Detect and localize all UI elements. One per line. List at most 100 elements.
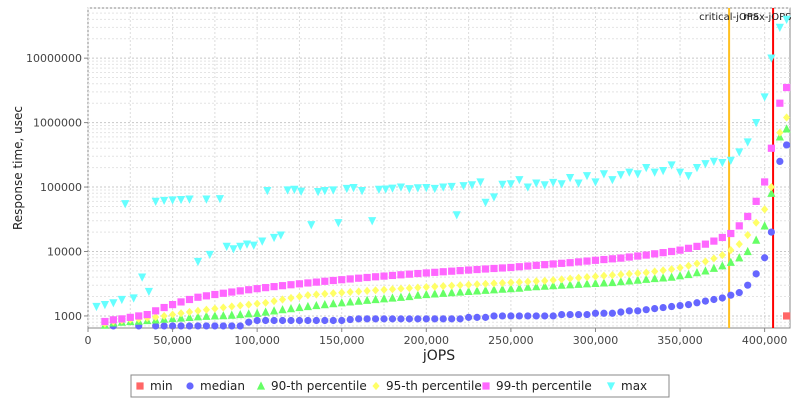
data-point: [211, 290, 219, 299]
data-point: [312, 300, 321, 310]
data-point: [295, 302, 304, 312]
data-point: [651, 250, 659, 258]
data-point: [498, 278, 507, 288]
data-point: [374, 185, 384, 194]
data-point: [346, 315, 354, 324]
data-point: [388, 271, 397, 280]
data-point: [447, 288, 456, 297]
data-point: [524, 312, 532, 320]
data-point: [684, 244, 693, 252]
x-axis-ticks: 0 50,000 100,000 150,000 200,000 250,000 300,0…: [85, 328, 787, 347]
data-point: [202, 322, 211, 330]
y-axis-title: Response time, usec: [11, 106, 25, 230]
x-tick-label: 100,000: [234, 334, 280, 347]
data-point: [472, 286, 482, 295]
data-point: [701, 257, 710, 266]
data-point: [591, 272, 600, 281]
data-point: [219, 303, 227, 312]
data-point: [651, 304, 659, 313]
data-point: [481, 198, 490, 207]
data-point: [448, 315, 456, 323]
data-point: [489, 285, 499, 294]
data-point: [582, 172, 592, 181]
data-point: [368, 217, 377, 226]
data-point: [414, 315, 422, 323]
series-99-th-percentile: [101, 83, 791, 326]
data-point: [346, 297, 355, 306]
series-max: [92, 15, 791, 312]
data-point: [270, 296, 278, 306]
data-point: [109, 299, 118, 308]
y-tick-label: 10000000: [26, 52, 82, 65]
data-point: [650, 273, 659, 283]
data-point: [253, 308, 262, 317]
x-tick-label: 300,000: [573, 334, 619, 347]
data-point: [413, 184, 422, 193]
data-point: [574, 258, 583, 266]
data-point: [303, 301, 313, 311]
data-point: [574, 273, 583, 282]
data-point: [452, 211, 461, 220]
data-point: [726, 257, 735, 266]
data-point: [760, 93, 769, 102]
data-point: [143, 310, 151, 319]
data-point: [600, 271, 608, 280]
data-point: [304, 316, 312, 325]
data-point: [490, 279, 498, 288]
data-point: [782, 124, 791, 133]
data-point: [215, 195, 225, 204]
data-point: [349, 184, 358, 193]
data-point: [634, 269, 642, 278]
data-point: [566, 274, 574, 283]
data-point: [278, 305, 287, 314]
data-point: [342, 184, 351, 194]
data-point: [465, 280, 473, 289]
vline-label: critical-jOPS: [699, 12, 759, 23]
data-point: [498, 264, 507, 272]
data-point: [565, 174, 575, 183]
data-point: [262, 298, 270, 307]
legend-marker: [482, 382, 490, 390]
y-tick-label: 1000: [54, 310, 82, 323]
data-point: [405, 185, 414, 194]
data-point: [676, 263, 684, 272]
data-point: [448, 281, 456, 290]
data-point: [276, 231, 285, 240]
data-point: [476, 178, 485, 187]
data-point: [473, 280, 481, 289]
data-point: [219, 311, 228, 320]
data-point: [168, 322, 177, 330]
data-point: [532, 282, 541, 291]
data-point: [290, 185, 299, 194]
data-point: [287, 293, 295, 303]
data-point: [222, 242, 231, 251]
data-point: [263, 187, 272, 196]
data-point: [599, 278, 609, 287]
data-point: [151, 197, 160, 206]
data-point: [726, 156, 735, 165]
data-point: [397, 284, 405, 293]
data-point: [371, 286, 380, 295]
data-point: [675, 271, 685, 280]
data-point: [219, 322, 227, 330]
data-point: [229, 245, 238, 254]
data-point: [667, 302, 676, 311]
data-point: [718, 233, 726, 242]
data-point: [286, 303, 296, 313]
data-point: [591, 309, 600, 317]
data-point: [135, 312, 143, 320]
data-point: [405, 270, 413, 278]
data-point: [735, 240, 743, 249]
data-point: [270, 283, 278, 291]
data-point: [236, 287, 244, 295]
data-point: [100, 300, 110, 310]
data-point: [617, 254, 625, 262]
data-point: [591, 256, 600, 264]
data-point: [329, 289, 337, 298]
data-point: [650, 168, 659, 177]
data-point: [422, 269, 430, 277]
data-point: [684, 269, 693, 279]
data-point: [312, 290, 320, 299]
data-point: [642, 268, 650, 277]
data-point: [515, 312, 523, 320]
